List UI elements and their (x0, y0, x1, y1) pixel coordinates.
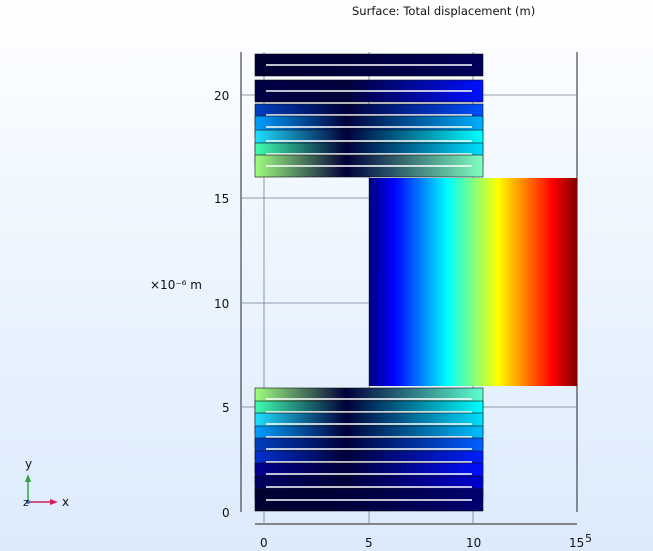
proof-mass (369, 178, 577, 386)
y-tick-20: 20 (214, 89, 229, 103)
comb-fingers (254, 53, 484, 512)
x-tick-15: 15 (569, 536, 584, 550)
triad-x-label: x (62, 495, 69, 509)
x-tick-10: 10 (466, 536, 481, 550)
y-tick-5: 5 (222, 401, 230, 415)
axis-triad: y x z (23, 457, 69, 509)
x-axis-multiplier: 5 (585, 532, 592, 545)
y-tick-10: 10 (214, 297, 229, 311)
x-tick-0: 0 (260, 536, 268, 550)
triad-y-arrowhead (25, 474, 31, 482)
x-tick-5: 5 (365, 536, 373, 550)
triad-y-label: y (25, 457, 32, 471)
y-tick-0: 0 (222, 506, 230, 520)
triad-origin (26, 500, 30, 504)
triad-x-arrowhead (50, 499, 58, 505)
triad-z-label: z (23, 496, 29, 509)
plot-title: Surface: Total displacement (m) (352, 4, 535, 18)
y-axis-unit-label: ×10⁻⁶ m (150, 278, 202, 292)
y-tick-15: 15 (214, 192, 229, 206)
